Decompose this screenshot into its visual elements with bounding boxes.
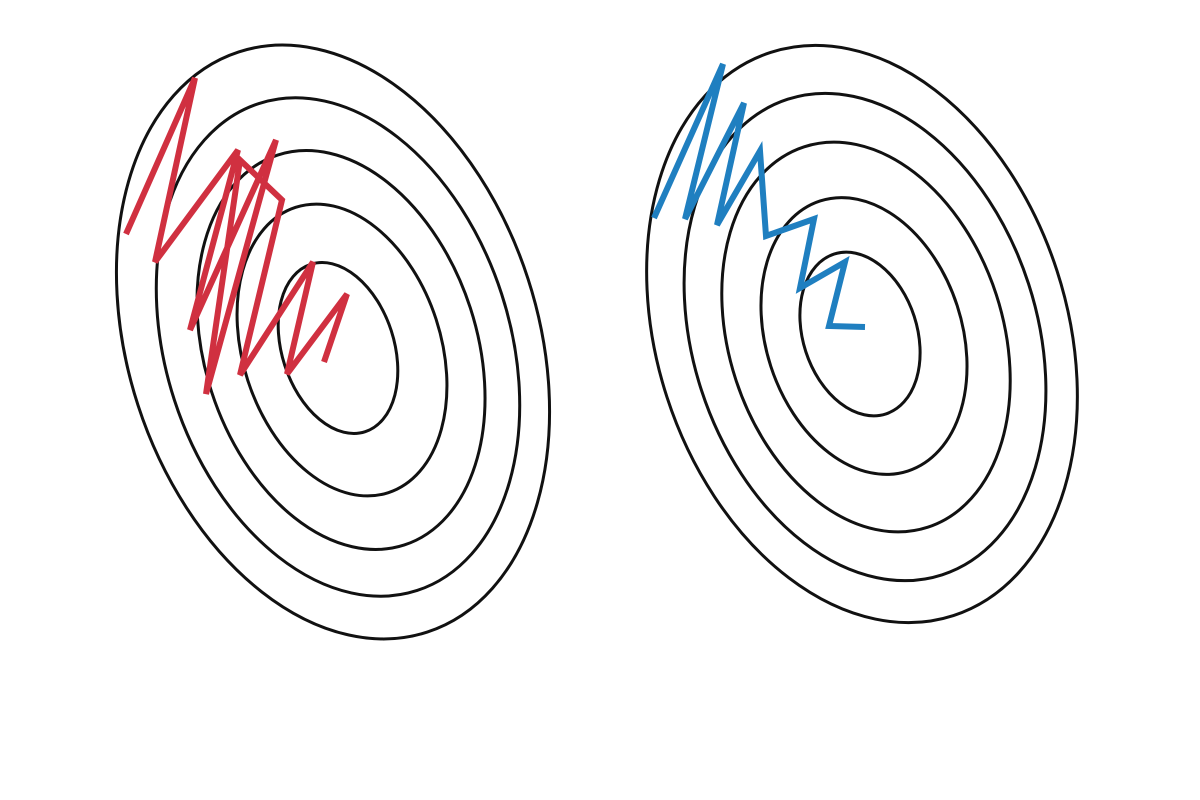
left-contour-ring-5 xyxy=(276,261,400,435)
left-contour-ring-4 xyxy=(235,202,449,498)
right-damped-oscillation-path xyxy=(651,62,866,330)
right-contour-ring-2 xyxy=(682,91,1048,583)
left-large-oscillation-path xyxy=(123,76,350,395)
right-contour-ring-1 xyxy=(645,43,1079,625)
left-contour-ring-3 xyxy=(195,149,487,551)
left-contour-ring-1 xyxy=(114,43,552,641)
left-contour-rings xyxy=(114,43,552,641)
right-contour-ring-4 xyxy=(759,196,969,476)
right-contour-ring-3 xyxy=(720,140,1012,534)
right-contour-plot xyxy=(645,43,1079,625)
left-contour-ring-2 xyxy=(154,96,522,598)
right-contour-ring-5 xyxy=(798,250,922,418)
left-contour-plot xyxy=(114,43,552,641)
right-contour-rings xyxy=(645,43,1079,625)
